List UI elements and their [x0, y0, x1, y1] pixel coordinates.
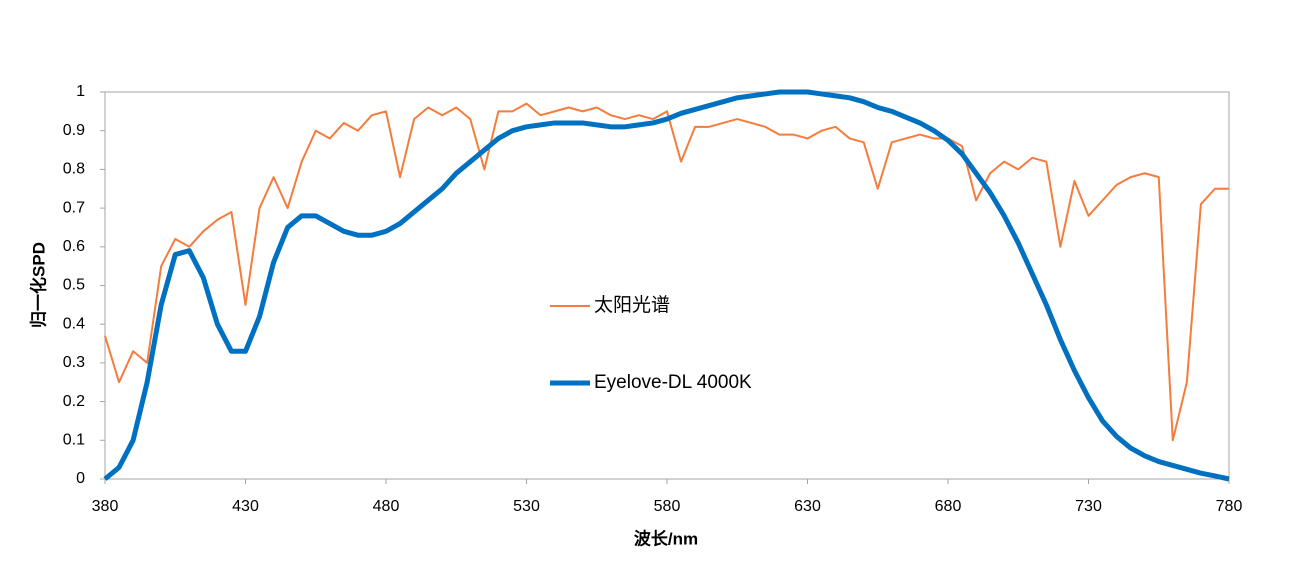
y-tick-label: 0.9: [63, 122, 85, 139]
x-tick-label: 480: [373, 498, 400, 515]
x-tick-label: 430: [232, 498, 259, 515]
y-tick-label: 0.2: [63, 393, 85, 410]
x-axis-label: 波长/nm: [634, 528, 698, 548]
x-tick-label: 580: [654, 498, 681, 515]
series-line: [103, 89, 1230, 482]
y-tick-label: 0: [76, 470, 85, 487]
y-tick-label: 0.3: [63, 354, 85, 371]
legend-label: 太阳光谱: [594, 294, 670, 316]
y-tick-label: 0.8: [63, 161, 85, 178]
y-tick-label: 0.4: [63, 315, 85, 332]
y-tick-label: 0.6: [63, 238, 85, 255]
x-tick-label: 780: [1216, 498, 1243, 515]
x-tick-label: 630: [794, 498, 821, 515]
y-axis-label: 归一化SPD: [28, 242, 48, 328]
series-line: [104, 102, 1229, 442]
y-tick-label: 0.5: [63, 277, 85, 294]
y-tick-label: 0.7: [63, 199, 85, 216]
x-tick-label: 380: [92, 498, 119, 515]
y-tick-label: 0.1: [63, 432, 85, 449]
legend-label: Eyelove-DL 4000K: [594, 372, 752, 393]
x-tick-label: 680: [935, 498, 962, 515]
x-tick-label: 730: [1075, 498, 1102, 515]
plot-area: [104, 91, 1230, 480]
x-tick-label: 530: [513, 498, 540, 515]
y-tick-label: 1: [76, 83, 85, 100]
